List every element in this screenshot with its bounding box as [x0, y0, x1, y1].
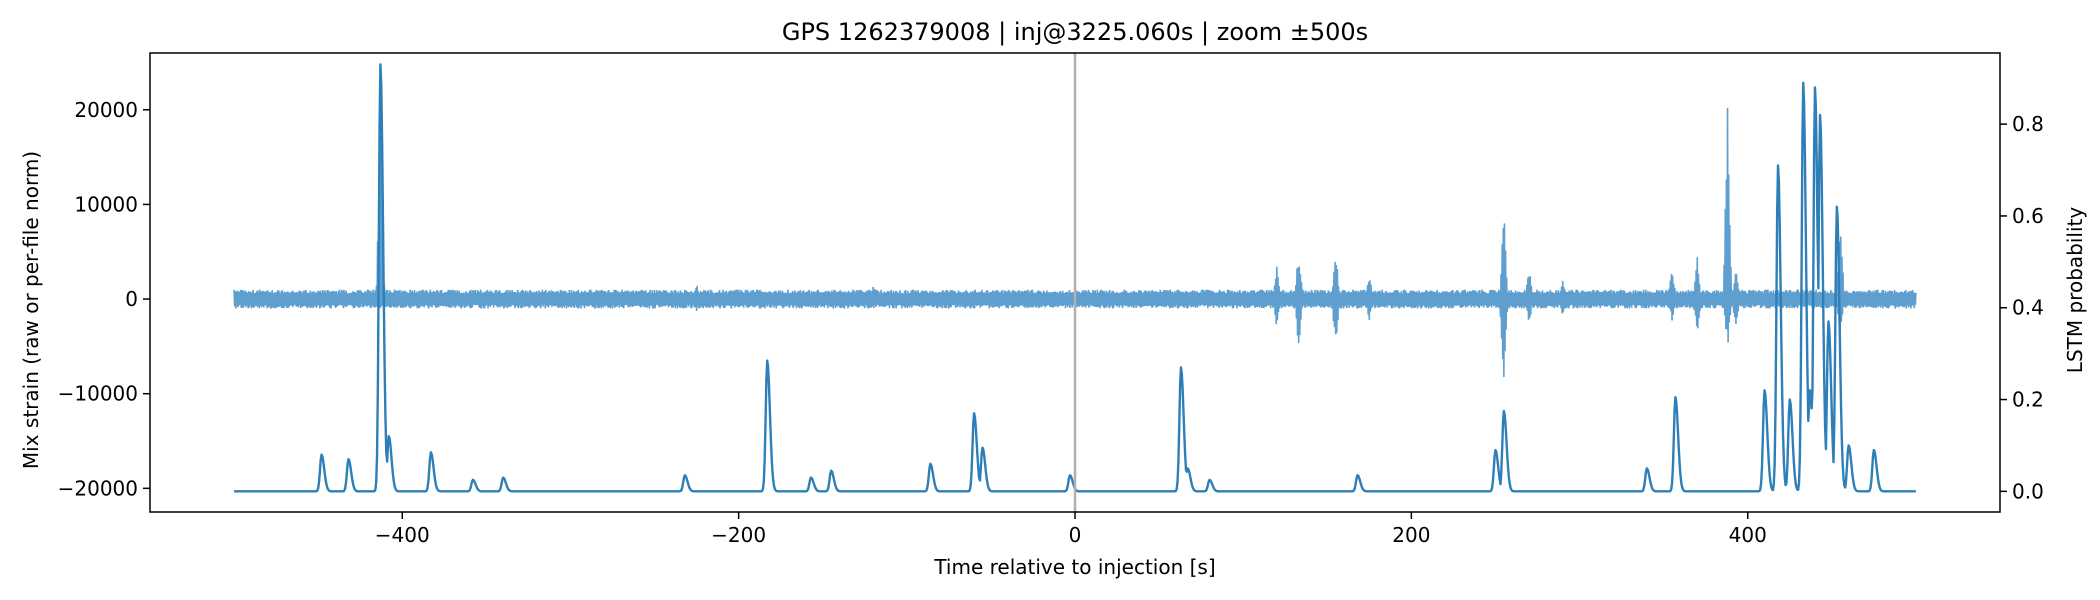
y-axis-left-label: Mix strain (raw or per-file norm): [19, 151, 43, 469]
x-tick-label: 0: [1069, 523, 1082, 547]
y-axis-right-ticks: 0.0 0.2 0.4 0.6 0.8: [2000, 112, 2044, 503]
x-axis-label: Time relative to injection [s]: [933, 555, 1215, 579]
y-right-tick-label: 0.2: [2012, 388, 2044, 412]
x-tick-label: −400: [375, 523, 430, 547]
y-right-tick-label: 0.6: [2012, 204, 2044, 228]
chart-title: GPS 1262379008 | inj@3225.060s | zoom ±5…: [782, 18, 1368, 46]
x-tick-label: −200: [711, 523, 766, 547]
y-axis-right-label: LSTM probability: [2063, 207, 2087, 374]
x-axis-ticks: −400 −200 0 200 400: [375, 512, 1767, 547]
plot-content: [233, 53, 1917, 512]
y-right-tick-label: 0.4: [2012, 296, 2044, 320]
y-left-tick-label: −20000: [58, 476, 138, 500]
y-right-tick-label: 0.0: [2012, 479, 2044, 503]
x-tick-label: 400: [1729, 523, 1767, 547]
y-left-tick-label: −10000: [58, 382, 138, 406]
y-axis-left-ticks: −20000 −10000 0 10000 20000: [58, 98, 150, 500]
y-right-tick-label: 0.8: [2012, 112, 2044, 136]
y-left-tick-label: 20000: [74, 98, 138, 122]
x-tick-label: 200: [1392, 523, 1430, 547]
y-left-tick-label: 0: [125, 287, 138, 311]
y-left-tick-label: 10000: [74, 192, 138, 216]
